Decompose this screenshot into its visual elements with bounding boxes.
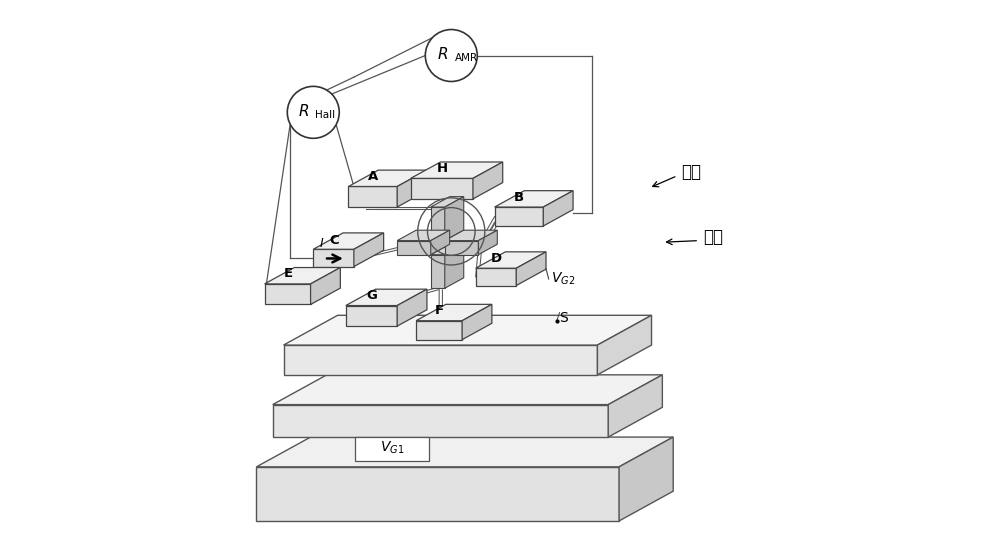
Polygon shape [397,230,450,240]
Text: E: E [283,267,292,280]
Polygon shape [431,244,464,255]
Polygon shape [348,187,397,207]
Polygon shape [445,196,464,240]
Text: $\mathit{R}$: $\mathit{R}$ [298,103,309,119]
Polygon shape [476,252,546,268]
Polygon shape [431,230,450,255]
Text: D: D [491,252,502,265]
Polygon shape [256,467,619,521]
Polygon shape [313,233,384,249]
Polygon shape [411,178,473,199]
Polygon shape [416,304,492,321]
Polygon shape [416,321,462,339]
Polygon shape [346,306,397,326]
Text: $V_{G2}$: $V_{G2}$ [551,271,576,287]
Polygon shape [597,316,652,375]
Polygon shape [411,162,503,178]
Text: B: B [514,191,524,204]
Text: H: H [437,162,448,175]
Polygon shape [431,207,445,240]
Polygon shape [445,244,464,288]
Text: $V_{G1}$: $V_{G1}$ [380,440,404,456]
Polygon shape [354,233,384,267]
Polygon shape [543,191,573,226]
Text: $\mathit{R}$: $\mathit{R}$ [437,46,448,63]
Polygon shape [495,207,543,226]
Polygon shape [431,240,445,255]
Polygon shape [478,230,497,255]
Polygon shape [313,249,354,267]
Polygon shape [445,230,464,255]
Polygon shape [476,268,516,286]
Polygon shape [516,252,546,286]
Polygon shape [346,289,427,306]
Polygon shape [445,230,497,240]
Text: A: A [368,170,378,183]
Polygon shape [462,304,492,339]
Text: F: F [435,305,444,318]
Text: 底层: 底层 [681,163,701,181]
Polygon shape [273,405,608,437]
Text: $I$: $I$ [319,237,324,250]
Polygon shape [495,191,573,207]
Polygon shape [284,345,597,375]
Text: AMR: AMR [455,53,478,63]
Polygon shape [397,240,431,255]
Polygon shape [608,375,662,437]
Polygon shape [311,268,340,305]
Polygon shape [273,375,662,405]
Polygon shape [431,255,445,288]
Polygon shape [445,240,478,255]
Polygon shape [256,437,673,467]
Text: Hall: Hall [315,109,336,120]
Polygon shape [265,268,340,284]
Polygon shape [284,316,652,345]
Circle shape [287,86,339,138]
Circle shape [425,29,477,82]
Polygon shape [397,170,427,207]
Polygon shape [397,289,427,326]
Text: G: G [366,289,377,302]
Polygon shape [619,437,673,521]
Polygon shape [473,162,503,199]
Polygon shape [348,170,427,187]
Polygon shape [431,230,464,240]
Text: S: S [560,311,568,325]
Polygon shape [431,196,464,207]
Text: 基片: 基片 [703,228,723,246]
Polygon shape [265,284,311,305]
Text: C: C [329,233,339,246]
FancyBboxPatch shape [355,436,429,461]
